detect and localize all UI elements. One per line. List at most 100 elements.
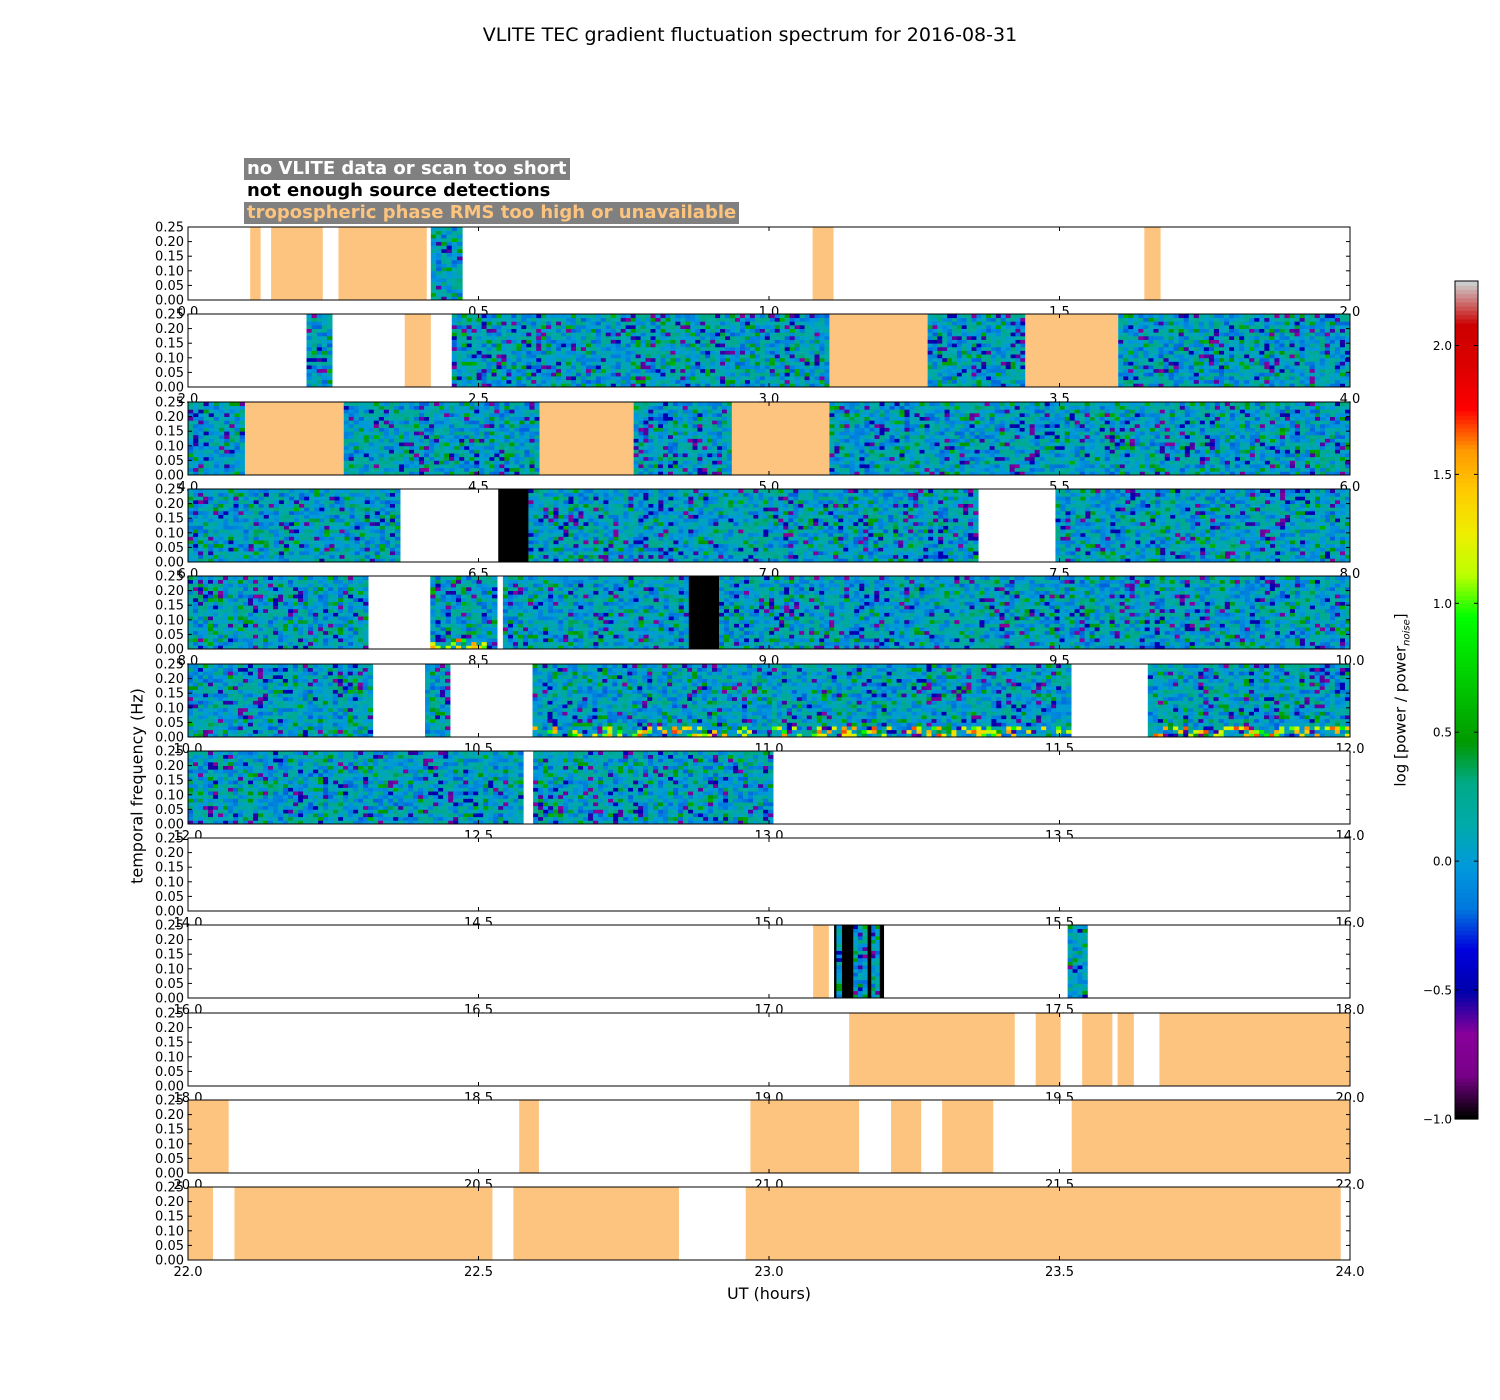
spectrum-cell — [1000, 372, 1007, 377]
spectrum-cell — [446, 230, 453, 235]
spectrum-cell — [663, 434, 669, 439]
spectrum-cell — [824, 346, 830, 351]
spectrum-cell — [947, 372, 953, 377]
spectrum-cell — [1234, 354, 1240, 359]
spectrum-cell — [1213, 354, 1220, 359]
spectrum-cell — [188, 412, 194, 417]
spectrum-cell — [677, 449, 684, 454]
spectrum-cell — [1279, 328, 1285, 333]
spectrum-cell — [663, 405, 669, 410]
spectrum-cell — [509, 402, 515, 407]
spectrum-cell — [600, 350, 607, 355]
spectrum-cell — [653, 423, 659, 428]
spectrum-cell — [1239, 354, 1245, 359]
spectrum-cell — [471, 343, 478, 348]
spectrum-cell — [670, 379, 676, 384]
spectrum-cell — [481, 324, 487, 329]
spectrum-cell — [914, 409, 920, 414]
spectrum-cell — [368, 449, 375, 454]
spectrum-cell — [653, 453, 659, 458]
spectrum-cell — [889, 460, 895, 465]
spectrum-cell — [702, 456, 708, 461]
spectrum-cell — [635, 328, 641, 333]
spectrum-cell — [952, 383, 958, 387]
spectrum-cell — [643, 431, 649, 436]
spectrum-cell — [648, 416, 654, 421]
spectrum-cell — [749, 346, 756, 351]
spectrum-cell — [353, 434, 360, 439]
spectrum-cell — [1158, 350, 1164, 355]
spectrum-cell — [368, 467, 375, 472]
spectrum-cell — [509, 420, 515, 425]
spectrum-cell — [1183, 357, 1190, 362]
spectrum-cell — [712, 449, 718, 454]
spectrum-cell — [358, 431, 365, 436]
spectrum-cell — [829, 412, 835, 417]
y-tick-label: 0.05 — [155, 279, 184, 294]
spectrum-cell — [459, 449, 465, 454]
spectrum-cell — [919, 453, 925, 458]
spectrum-cell — [1284, 314, 1290, 319]
spectrum-cell — [419, 405, 425, 410]
spectrum-cell — [519, 453, 525, 458]
spectrum-cell — [924, 471, 930, 475]
spectrum-cell — [635, 314, 641, 319]
spectrum-cell — [677, 427, 684, 432]
spectrum-cell — [229, 405, 235, 410]
spectrum-cell — [1163, 383, 1169, 387]
spectrum-cell — [451, 365, 458, 370]
spectrum-cell — [388, 402, 395, 407]
spectrum-cell — [234, 431, 241, 436]
spectrum-cell — [715, 317, 721, 322]
spectrum-cell — [874, 445, 880, 450]
spectrum-cell — [511, 372, 517, 377]
spectrum-cell — [1143, 376, 1149, 381]
spectrum-cell — [408, 453, 415, 458]
spectrum-cell — [680, 350, 686, 355]
spectrum-cell — [658, 464, 664, 469]
spectrum-cell — [854, 431, 860, 436]
spectrum-cell — [779, 339, 786, 344]
spectrum-cell — [735, 335, 741, 340]
spectrum-cell — [526, 321, 532, 326]
spectrum-cell — [707, 420, 713, 425]
spectrum-cell — [839, 456, 845, 461]
spectrum-cell — [484, 402, 490, 407]
spectrum-cell — [749, 350, 756, 355]
spectrum-cell — [1198, 365, 1205, 370]
spectrum-cell — [819, 354, 825, 359]
spectrum-cell — [566, 346, 572, 351]
spectrum-cell — [590, 372, 597, 377]
spectrum-cell — [839, 471, 845, 475]
segment-troposphere — [539, 402, 634, 475]
spectrum-cell — [1020, 317, 1026, 322]
spectrum-cell — [198, 427, 204, 432]
spectrum-cell — [1158, 332, 1164, 337]
spectrum-cell — [474, 456, 480, 461]
spectrum-cell — [551, 324, 557, 329]
spectrum-cell — [1319, 346, 1326, 351]
spectrum-cell — [884, 431, 890, 436]
spectrum-cell — [1143, 335, 1149, 340]
spectrum-cell — [937, 376, 943, 381]
spectrum-cell — [702, 471, 708, 475]
spectrum-cell — [640, 361, 646, 366]
spectrum-cell — [1284, 361, 1290, 366]
spectrum-cell — [774, 365, 781, 370]
spectrum-cell — [551, 368, 557, 373]
spectrum-cell — [667, 412, 674, 417]
spectrum-cell — [904, 405, 910, 410]
spectrum-cell — [496, 343, 502, 348]
spectrum-cell — [541, 317, 547, 322]
spectrum-cell — [234, 409, 241, 414]
spectrum-cell — [580, 346, 587, 351]
spectrum-cell — [501, 379, 507, 384]
spectrum-cell — [1198, 372, 1205, 377]
spectrum-cell — [814, 343, 820, 348]
spectrum-cell — [576, 350, 582, 355]
spectrum-cell — [481, 328, 487, 333]
spectrum-cell — [981, 317, 987, 322]
spectrum-cell — [1234, 324, 1240, 329]
spectrum-cell — [321, 354, 328, 359]
spectrum-cell — [1244, 354, 1250, 359]
